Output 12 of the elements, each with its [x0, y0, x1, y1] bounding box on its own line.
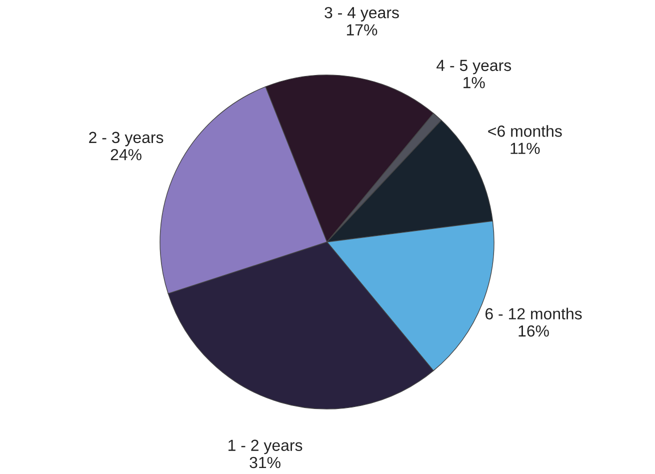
slice-label: 2 - 3 years [89, 132, 164, 146]
slice-label: 3 - 4 years [324, 7, 399, 22]
slice-label: 4 - 5 years [436, 60, 512, 74]
data-label: 1% [464, 77, 485, 88]
slice-label: 1 - 2 years [228, 440, 302, 454]
slice-label: 6 - 12 months [486, 308, 582, 320]
data-label: 31% [250, 456, 280, 468]
data-label: 16% [518, 325, 549, 337]
data-label: 24% [110, 149, 142, 160]
data-label: 17% [346, 24, 378, 36]
data-label: 11% [510, 142, 540, 154]
slice-label: <6 months [488, 125, 562, 137]
